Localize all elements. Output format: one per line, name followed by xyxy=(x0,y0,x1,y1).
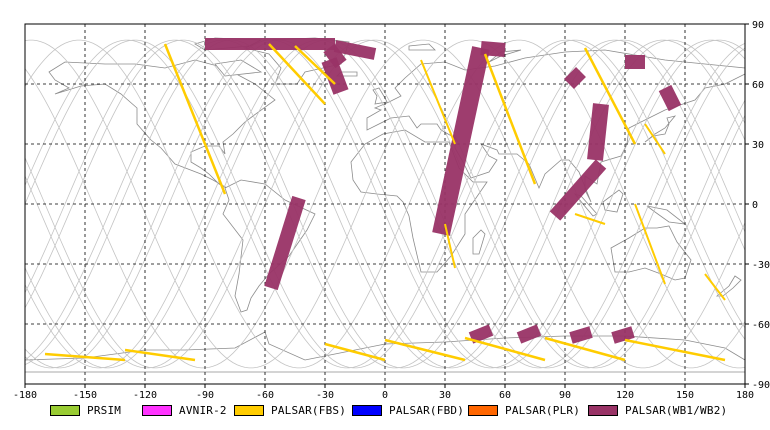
landmass-svalbard xyxy=(408,43,436,51)
x-tick-label: 90 xyxy=(559,390,571,400)
swath-palsar-wb xyxy=(264,195,306,291)
y-tick-label: 90 xyxy=(752,20,764,31)
swath-palsar-fbs xyxy=(324,342,386,362)
longitude-tick-labels: -180 -150 -120 -90 -60 -30 0 30 60 90 120 150 180 xyxy=(13,384,754,401)
swath-palsar-fbs xyxy=(384,338,466,362)
swath-palsar-wb xyxy=(432,46,490,236)
legend-item-prism: PRSIM xyxy=(50,402,121,418)
swath-palsar-wb xyxy=(564,67,586,89)
x-tick-label: -180 xyxy=(13,390,37,400)
legend-label-palsar-wb: PALSAR(WB1/WB2) xyxy=(625,403,728,417)
y-tick-label: -90 xyxy=(752,380,770,391)
y-tick-label: 60 xyxy=(752,80,764,91)
swath-palsar-wb xyxy=(321,57,349,95)
swath-palsar-wb xyxy=(587,103,609,161)
x-tick-label: 180 xyxy=(736,390,754,400)
x-tick-label: -150 xyxy=(73,390,97,400)
legend-swatch-palsar-fbd xyxy=(352,404,382,416)
swath-palsar-wb xyxy=(333,40,377,60)
swath-palsar-fbs xyxy=(544,336,626,362)
x-tick-label: 120 xyxy=(616,390,634,400)
swath-palsar-fbs xyxy=(268,43,326,105)
swath-palsar-fbs xyxy=(124,348,196,362)
swath-palsar-fbs xyxy=(294,45,336,85)
legend-swatch-palsar-plr xyxy=(468,404,498,416)
swath-palsar-fbs xyxy=(644,123,666,155)
latitude-tick-labels: 90 60 30 0 -30 -60 -90 xyxy=(745,20,770,391)
swath-palsar-fbs xyxy=(583,47,637,145)
legend-label-palsar-fbd: PALSAR(FBD) xyxy=(389,403,465,417)
x-tick-label: -30 xyxy=(316,390,334,400)
swath-palsar-wb xyxy=(569,326,593,344)
x-tick-label: -90 xyxy=(196,390,214,400)
swath-palsar-fbs xyxy=(163,43,227,195)
legend-item-palsar-fbd: PALSAR(FBD) xyxy=(352,402,464,418)
x-tick-label: -120 xyxy=(133,390,157,400)
x-tick-label: 0 xyxy=(382,390,388,400)
swath-palsar-fbs xyxy=(634,203,666,285)
swath-palsar-wb xyxy=(549,159,607,221)
x-tick-label: -60 xyxy=(256,390,274,400)
swath-palsar-fbs xyxy=(624,338,726,362)
legend-item-palsar-wb: PALSAR(WB1/WB2) xyxy=(588,402,727,418)
x-tick-label: 60 xyxy=(499,390,511,400)
swath-palsar-wb xyxy=(480,41,506,57)
palsar-fbs-swath-layer xyxy=(44,43,726,362)
graticule-layer xyxy=(25,24,745,384)
y-tick-label: -60 xyxy=(752,320,770,331)
swath-palsar-wb xyxy=(658,84,682,112)
legend-swatch-avnir xyxy=(142,404,172,416)
y-tick-label: 0 xyxy=(752,200,758,211)
legend-label-palsar-plr: PALSAR(PLR) xyxy=(505,403,581,417)
y-tick-label: -30 xyxy=(752,260,770,271)
legend-swatch-palsar-wb xyxy=(588,404,618,416)
swath-palsar-wb xyxy=(323,43,347,69)
swath-palsar-fbs xyxy=(420,59,456,145)
swath-palsar-wb xyxy=(468,324,494,344)
swath-palsar-fbs xyxy=(444,223,456,269)
swath-palsar-wb xyxy=(611,326,635,344)
legend-item-palsar-plr: PALSAR(PLR) xyxy=(468,402,580,418)
x-tick-label: 150 xyxy=(676,390,694,400)
legend-item-avnir: AVNIR-2 xyxy=(142,402,227,418)
palsar-wb-swath-layer xyxy=(205,38,682,344)
landmass-madagascar xyxy=(472,229,486,255)
x-tick-label: 30 xyxy=(439,390,451,400)
map-canvas: -180 -150 -120 -90 -60 -30 0 30 60 90 120 150 180 90… xyxy=(12,20,770,401)
legend-swatch-prism xyxy=(50,404,80,416)
swath-palsar-fbs xyxy=(464,336,546,362)
landmass-japan xyxy=(644,115,677,143)
swath-palsar-fbs xyxy=(574,213,606,225)
swath-palsar-wb xyxy=(516,324,542,344)
swath-palsar-fbs xyxy=(704,273,726,301)
legend-label-avnir: AVNIR-2 xyxy=(179,403,227,417)
legend-label-palsar-fbs: PALSAR(FBS) xyxy=(271,403,347,417)
legend-item-palsar-fbs: PALSAR(FBS) xyxy=(234,402,346,418)
swath-palsar-fbs xyxy=(483,53,537,185)
legend: PRSIM AVNIR-2 PALSAR(FBS) PALSAR(FBD) PA… xyxy=(0,402,770,426)
legend-label-prism: PRSIM xyxy=(87,403,122,417)
swath-palsar-fbs xyxy=(44,352,126,362)
y-tick-label: 30 xyxy=(752,140,764,151)
legend-swatch-palsar-fbs xyxy=(234,404,264,416)
